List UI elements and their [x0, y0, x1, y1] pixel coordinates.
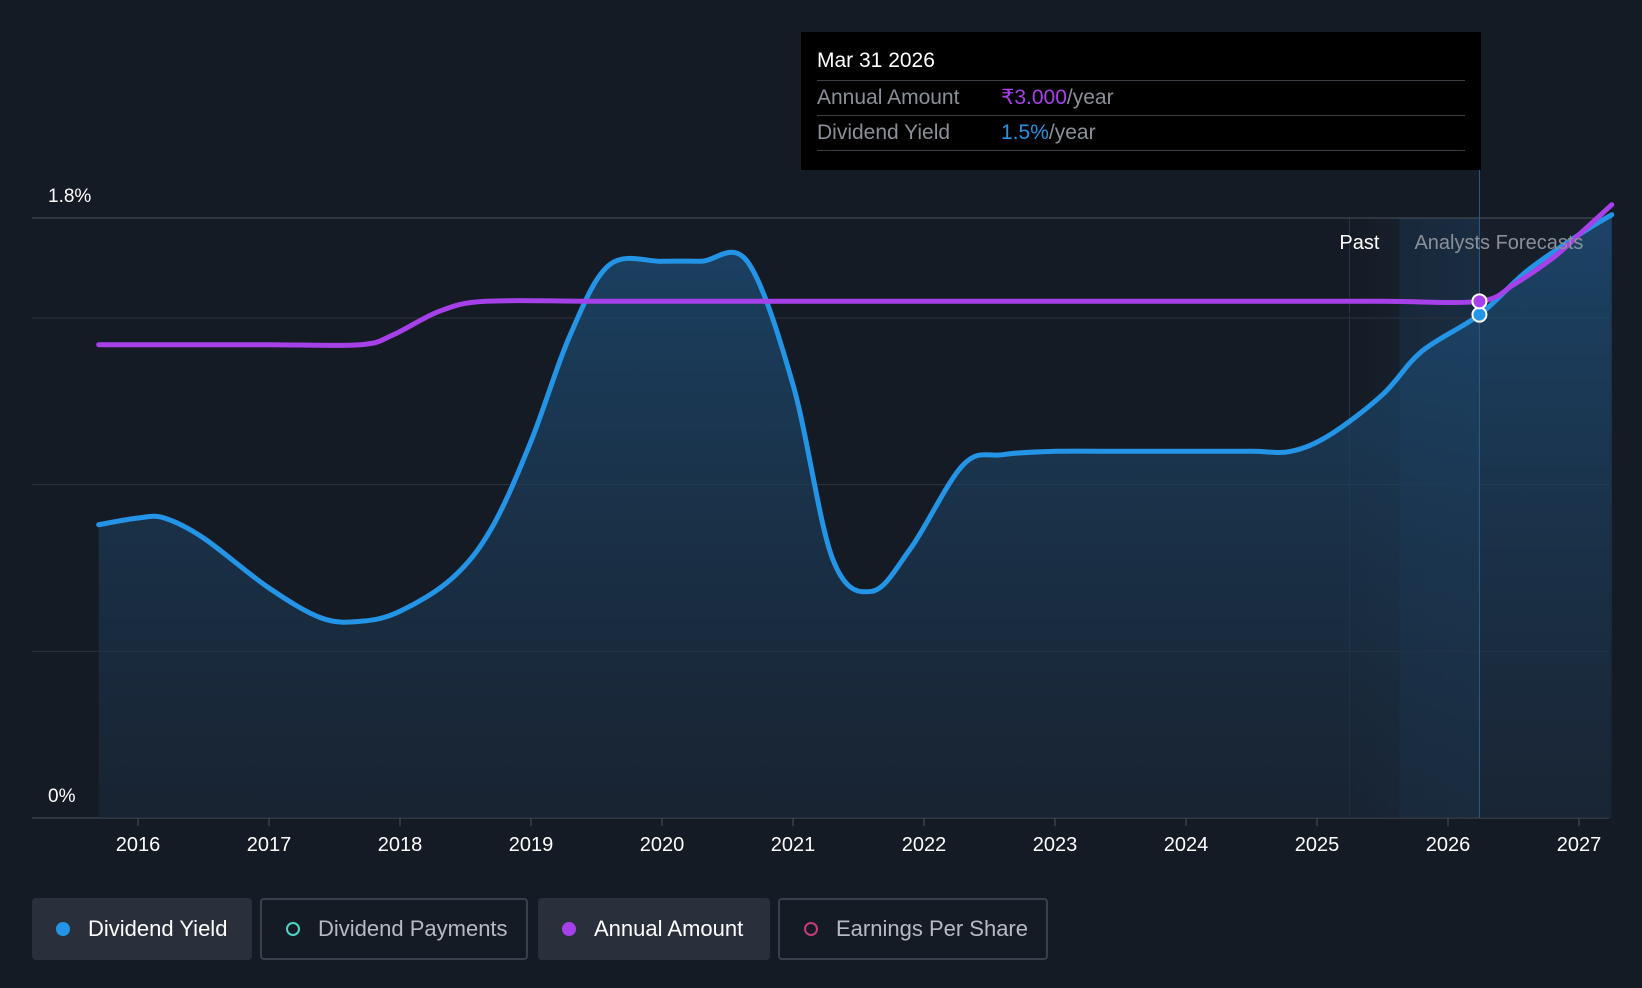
dividend-yield-area [98, 214, 1612, 818]
legend-annual-amount[interactable]: Annual Amount [538, 898, 770, 960]
legend-earnings-per-share[interactable]: Earnings Per Share [778, 898, 1048, 960]
x-tick-label: 2024 [1164, 834, 1209, 856]
past-label: Past [1339, 232, 1379, 254]
dividend-yield-marker [1471, 306, 1488, 323]
legend-label: Earnings Per Share [836, 916, 1028, 941]
forecast-label: Analysts Forecasts [1414, 232, 1583, 254]
y-axis-min-label: 0% [48, 786, 76, 807]
annual-amount-marker [1471, 293, 1488, 310]
tooltip-row-dividend-yield: Dividend Yield 1.5% /year [817, 115, 1465, 151]
x-tick-label: 2022 [902, 834, 947, 856]
tooltip-row-annual-amount: Annual Amount ₹3.000 /year [817, 80, 1465, 115]
x-tick-label: 2020 [640, 834, 685, 856]
dividend-yield-line [96, 212, 1615, 625]
x-tick-label: 2026 [1426, 834, 1471, 856]
legend-label: Dividend Payments [318, 916, 508, 941]
legend-dot-icon [562, 922, 576, 936]
tooltip-value: 1.5% [1001, 121, 1049, 144]
legend-ring-icon [804, 922, 818, 936]
x-tick-label: 2018 [378, 834, 423, 856]
tooltip-unit: /year [1066, 86, 1114, 109]
x-tick-label: 2019 [509, 834, 554, 856]
tooltip: Mar 31 2026 Annual Amount ₹3.000 /year D… [801, 32, 1481, 170]
x-tick-label: 2021 [771, 834, 816, 856]
legend-label: Dividend Yield [88, 916, 228, 941]
tooltip-label: Annual Amount [817, 86, 960, 109]
tooltip-label: Dividend Yield [817, 121, 951, 144]
legend-dividend-payments[interactable]: Dividend Payments [260, 898, 528, 960]
x-tick-label: 2023 [1033, 834, 1078, 856]
y-axis-max-label: 1.8% [48, 186, 91, 207]
x-tick-label: 2016 [116, 834, 161, 856]
tooltip-unit: /year [1048, 121, 1096, 144]
tooltip-value: ₹3.000 [1001, 86, 1067, 109]
x-tick-label: 2027 [1557, 834, 1602, 856]
annual-amount-line [96, 202, 1615, 348]
tooltip-date: Mar 31 2026 [817, 49, 935, 72]
legend-ring-icon [286, 922, 300, 936]
legend-dividend-yield[interactable]: Dividend Yield [32, 898, 252, 960]
x-tick-label: 2025 [1295, 834, 1340, 856]
x-tick-label: 2017 [247, 834, 292, 856]
legend-dot-icon [56, 922, 70, 936]
legend-label: Annual Amount [594, 916, 744, 941]
